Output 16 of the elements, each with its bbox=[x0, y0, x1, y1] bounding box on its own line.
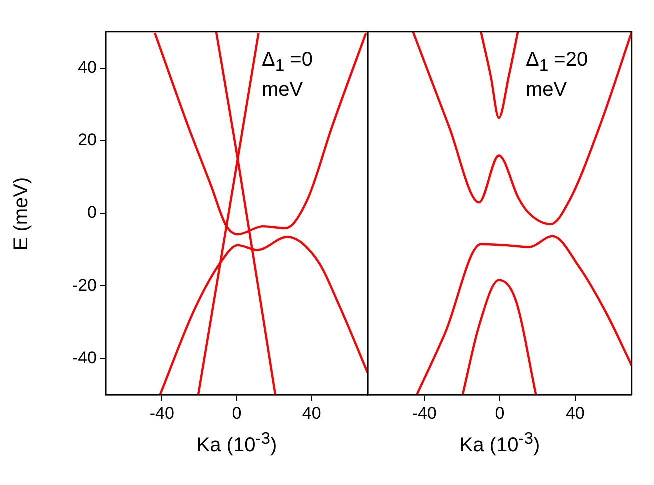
x-tick-label: -40 bbox=[150, 404, 174, 423]
x-tick-label: 0 bbox=[232, 404, 242, 423]
x-axis-title: Ka (10$^{-3}$) bbox=[460, 429, 540, 458]
y-tick-label: -40 bbox=[72, 348, 97, 368]
x-tick-label: 0 bbox=[495, 404, 505, 423]
x-axis-title: Ka (10$^{-3}$) bbox=[196, 429, 278, 458]
x-tick-label: 40 bbox=[302, 404, 322, 423]
y-axis-title: E (meV) bbox=[10, 176, 34, 250]
y-tick-label: 20 bbox=[78, 130, 97, 150]
x-tick-label: -40 bbox=[412, 404, 437, 423]
y-tick-label: 0 bbox=[88, 203, 97, 222]
y-tick-label: -20 bbox=[72, 276, 97, 295]
annotation: Δ$_{1}$ =20 meV bbox=[526, 48, 590, 102]
y-tick-label: 40 bbox=[78, 58, 97, 77]
x-tick-label: 40 bbox=[566, 404, 585, 423]
annotation: Δ$_{1}$ =0 meV bbox=[262, 48, 314, 102]
